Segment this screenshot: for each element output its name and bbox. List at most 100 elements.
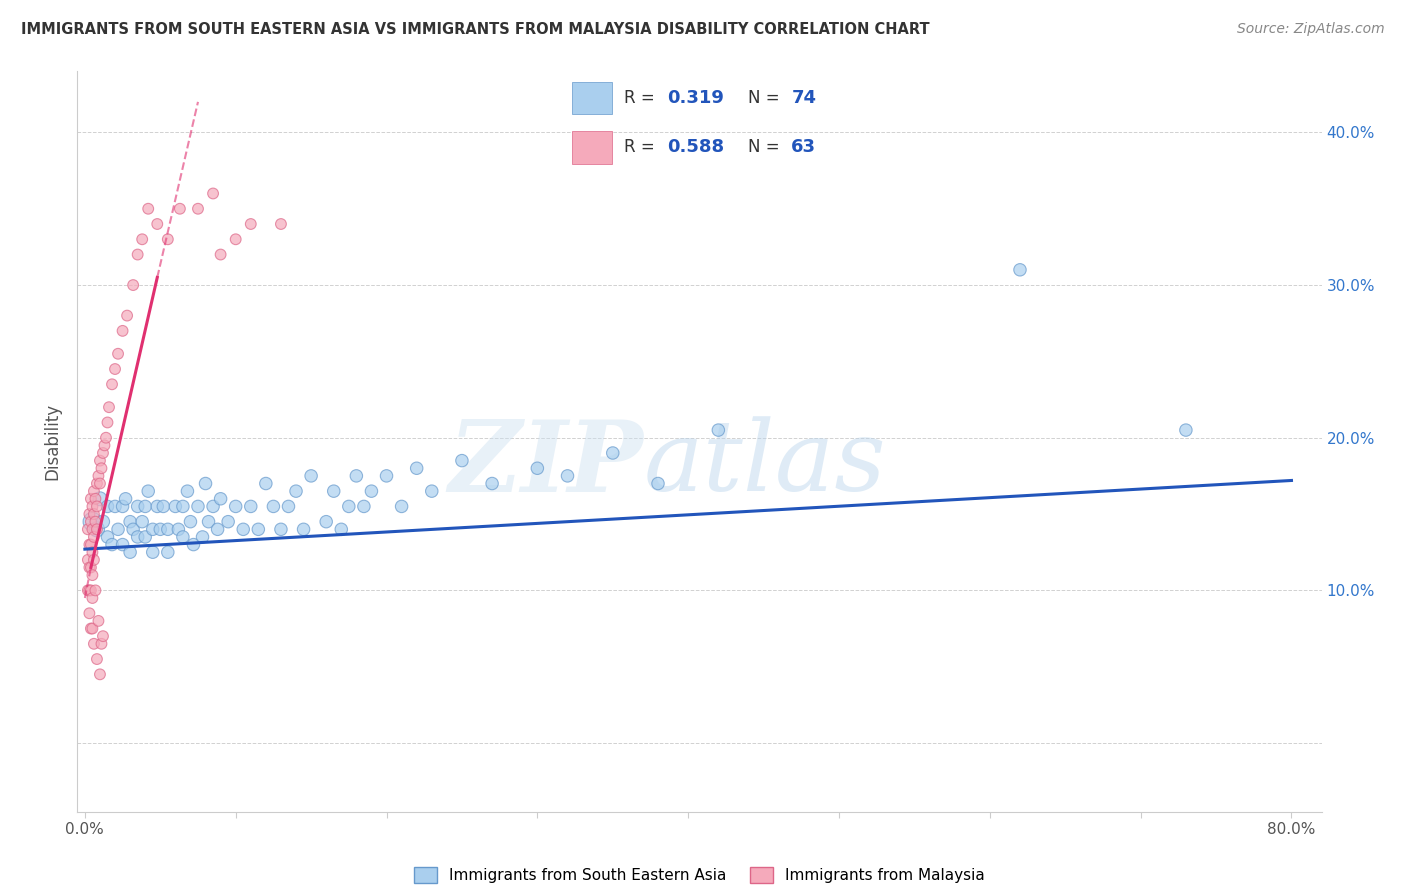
Point <box>82 622 104 636</box>
Point <box>209 247 232 261</box>
Point <box>79 507 101 521</box>
Point <box>136 202 159 216</box>
Point <box>131 232 153 246</box>
Point <box>82 545 104 559</box>
Y-axis label: Disability: Disability <box>44 403 62 480</box>
Point <box>94 431 117 445</box>
Point <box>82 568 104 582</box>
Point <box>156 545 179 559</box>
Text: N =: N = <box>748 88 785 106</box>
Point <box>107 347 129 361</box>
Point <box>120 545 142 559</box>
Point <box>239 500 262 514</box>
Point <box>142 522 165 536</box>
Point <box>136 484 159 499</box>
Point <box>86 652 108 666</box>
Point <box>111 324 134 338</box>
Point <box>391 500 413 514</box>
Point <box>360 484 382 499</box>
Point <box>526 461 548 475</box>
Point <box>353 500 375 514</box>
Text: 74: 74 <box>792 88 817 106</box>
Point <box>134 500 156 514</box>
Point <box>96 530 118 544</box>
Point <box>239 217 262 231</box>
Point <box>254 476 277 491</box>
Point <box>146 500 169 514</box>
Point <box>80 538 103 552</box>
Point <box>277 500 299 514</box>
Point <box>202 500 225 514</box>
Point <box>79 538 101 552</box>
Point <box>90 637 112 651</box>
Point <box>93 438 115 452</box>
Point <box>187 500 209 514</box>
Point <box>420 484 443 499</box>
Point <box>122 522 145 536</box>
Point <box>89 667 111 681</box>
Point <box>156 522 179 536</box>
Text: N =: N = <box>748 137 785 156</box>
Point <box>120 515 142 529</box>
Point <box>299 469 322 483</box>
Point <box>247 522 270 536</box>
Point <box>96 500 118 514</box>
Point <box>217 515 239 529</box>
Point <box>77 553 100 567</box>
Point <box>1174 423 1197 437</box>
Point <box>111 500 134 514</box>
Point <box>86 476 108 491</box>
Text: 63: 63 <box>792 137 817 156</box>
Point <box>114 491 136 506</box>
Point <box>191 530 214 544</box>
Point <box>98 400 121 414</box>
Point <box>83 507 105 521</box>
Point <box>91 515 114 529</box>
Point <box>77 583 100 598</box>
Point <box>481 476 503 491</box>
Text: 0.588: 0.588 <box>668 137 724 156</box>
Point <box>115 309 138 323</box>
Point <box>91 629 114 643</box>
Point <box>84 515 107 529</box>
Point <box>194 476 217 491</box>
Point <box>84 491 107 506</box>
Point <box>104 500 127 514</box>
Text: atlas: atlas <box>644 416 886 511</box>
Point <box>89 476 111 491</box>
Point <box>127 530 149 544</box>
Point <box>131 515 153 529</box>
Point <box>142 545 165 559</box>
Point <box>84 583 107 598</box>
Point <box>127 500 149 514</box>
Point <box>225 232 247 246</box>
Point <box>207 522 229 536</box>
Point <box>197 515 219 529</box>
Point <box>80 622 103 636</box>
Point <box>86 522 108 536</box>
Point <box>79 560 101 574</box>
Text: Source: ZipAtlas.com: Source: ZipAtlas.com <box>1237 22 1385 37</box>
Point <box>83 530 105 544</box>
Point <box>86 500 108 514</box>
Point <box>101 377 124 392</box>
Point <box>80 491 103 506</box>
Text: 0.319: 0.319 <box>668 88 724 106</box>
Point <box>167 522 190 536</box>
Point <box>80 583 103 598</box>
Point <box>647 476 669 491</box>
Point <box>156 232 179 246</box>
Point <box>169 202 191 216</box>
Point <box>172 500 194 514</box>
Point <box>707 423 730 437</box>
Point <box>91 446 114 460</box>
Point <box>82 515 104 529</box>
Point <box>330 522 353 536</box>
Point <box>83 484 105 499</box>
Point <box>451 453 474 467</box>
Point <box>90 461 112 475</box>
Point <box>602 446 624 460</box>
Point <box>172 530 194 544</box>
Point <box>86 522 108 536</box>
Point <box>232 522 254 536</box>
